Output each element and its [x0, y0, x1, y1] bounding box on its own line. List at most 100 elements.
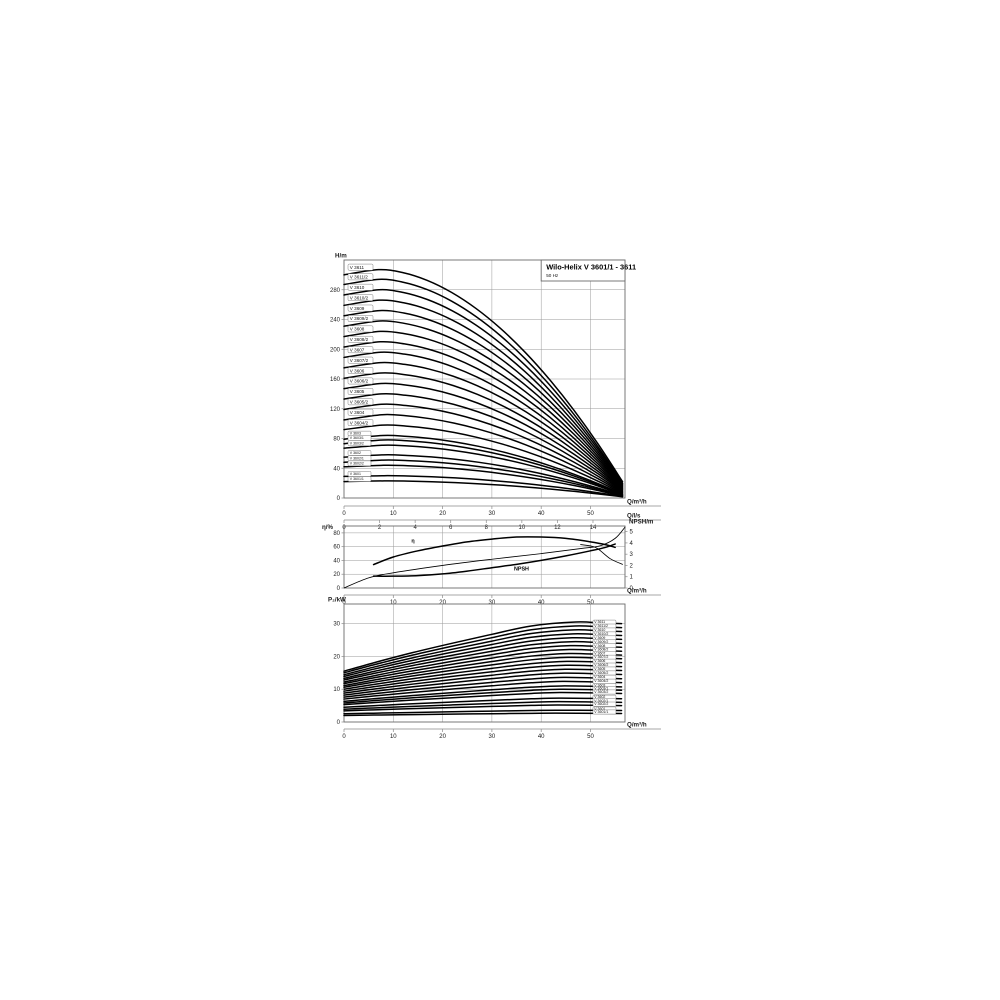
curve-label-box: [592, 701, 617, 707]
chart-title: Wilo-Helix V 3601/1 - 3611: [546, 263, 636, 272]
power-curve: [343, 685, 623, 703]
curve-label: V 3602/1: [350, 456, 364, 460]
y-tick-label: 80: [333, 437, 340, 443]
curve-label-box: [347, 356, 374, 364]
power-curve: [343, 700, 623, 710]
curve-label: V 3608/2: [594, 648, 608, 652]
y-axis-label: η/%: [322, 524, 333, 531]
head-curve: [343, 288, 624, 485]
x-axis-label: Q/m³/h: [627, 722, 647, 729]
power-curve: [343, 712, 623, 717]
curve-label: V 3607/2: [594, 655, 608, 659]
eta-curve-group: [343, 526, 626, 589]
curve-label-box: [347, 294, 374, 301]
x-axis-label: Q/m³/h: [627, 499, 647, 506]
curve-label: V 3605/2: [350, 399, 369, 404]
curve-label-box: [347, 460, 372, 467]
curve-label: V 3604/2: [350, 420, 369, 425]
eta-x-axis: 0 10 20 30 40 50 Q/m³/h: [342, 588, 661, 606]
curve-label: V 3607: [350, 347, 365, 352]
curve-label: V 3602/2: [594, 702, 608, 706]
curve-label: V 3611: [350, 265, 365, 270]
y-axis-label: P₂/kW: [328, 597, 346, 604]
y-tick-label-right: 2: [630, 563, 634, 569]
curve-label: V 3604: [350, 410, 365, 415]
efficiency-curve: [372, 536, 616, 566]
chart-frequency: 50 Hz: [546, 273, 559, 278]
curve-label-box: [347, 398, 374, 406]
auxiliary-curve: [343, 526, 626, 589]
power-curve-group: [343, 621, 623, 717]
power-curve: [343, 709, 623, 715]
curve-label: V 3605/2: [594, 671, 608, 675]
head-curve: [343, 382, 624, 492]
power-curve: [343, 668, 623, 694]
x-tick-label: 0: [342, 511, 346, 517]
y-tick-label: 280: [330, 288, 341, 294]
x-tick-label: 20: [439, 600, 446, 606]
x-tick-label: 10: [390, 600, 397, 606]
curve-label: V 3605: [350, 389, 365, 394]
head-curve: [343, 268, 624, 483]
power-curve: [343, 697, 623, 708]
curve-label: V 3608: [594, 644, 605, 648]
curve-label: V 3602/1: [594, 699, 608, 703]
x-tick-label: 30: [489, 734, 496, 740]
y-tick-label: 160: [330, 377, 341, 383]
curve-label: V 3601: [594, 707, 605, 711]
y-tick-label-right: 5: [630, 530, 634, 536]
head-curve: [343, 330, 624, 488]
curve-label: V 3610/2: [350, 295, 369, 300]
curve-label: V 3607: [594, 652, 605, 656]
x-tick-label: 30: [489, 600, 496, 606]
curve-label: V 3609: [350, 306, 365, 311]
curve-label: V 3609: [594, 636, 605, 640]
curve-label-box: [347, 273, 374, 281]
curve-label: V 3604: [594, 675, 605, 679]
curve-label: V 3608: [350, 327, 365, 332]
head-curve: [343, 413, 624, 494]
x-tick-label: 10: [390, 511, 397, 517]
power-curve: [343, 691, 623, 706]
eta-plot-area: [343, 525, 626, 589]
head-curve: [343, 299, 624, 486]
curve-label: V 3606/2: [594, 663, 608, 667]
x-tick-label: 50: [587, 600, 594, 606]
curve-label-box: [347, 377, 374, 385]
x-tick-label-secondary: 6: [449, 525, 453, 531]
x-tick-label-secondary: 12: [554, 525, 561, 531]
head-curve: [343, 474, 624, 498]
eta-annotations: η NPSH: [411, 539, 529, 573]
x-tick-label-secondary: 2: [378, 525, 382, 531]
curve-label-box: [592, 709, 617, 715]
head-curve: [343, 459, 624, 497]
head-curve: [343, 372, 624, 491]
curve-label: V 3603/2: [594, 690, 608, 694]
y-tick-label-right: 0: [630, 586, 634, 592]
head-curve: [343, 480, 624, 498]
x-tick-label-secondary: 8: [485, 525, 489, 531]
curve-label: V 3603/1: [350, 436, 364, 440]
curve-label: V 3606/2: [350, 379, 369, 384]
head-flow-chart: V 3611 V 3611/2 V 3610 V 3610/2 V 3609 V 3609…: [310, 250, 680, 531]
head-curve: [343, 309, 624, 487]
x-tick-label: 30: [489, 511, 496, 517]
head-curve: [343, 392, 624, 493]
y-tick-label: 240: [330, 318, 341, 324]
curve-label-box: [347, 325, 374, 333]
head-curve: [343, 454, 624, 497]
x-tick-label-secondary: 10: [519, 525, 526, 531]
y-tick-label: 20: [333, 654, 340, 660]
power-curve: [343, 688, 623, 704]
x-axis-label: Q/m³/h: [627, 588, 647, 595]
auxiliary-curve: [580, 544, 623, 565]
head-curve: [343, 278, 624, 484]
head-curve: [343, 351, 624, 490]
curve-label: V 3602/2: [350, 461, 364, 465]
curve-label: V 3604/2: [594, 679, 608, 683]
x-tick-label: 0: [342, 600, 346, 606]
curve-label-box: [592, 689, 617, 695]
x-tick-label: 40: [538, 734, 545, 740]
